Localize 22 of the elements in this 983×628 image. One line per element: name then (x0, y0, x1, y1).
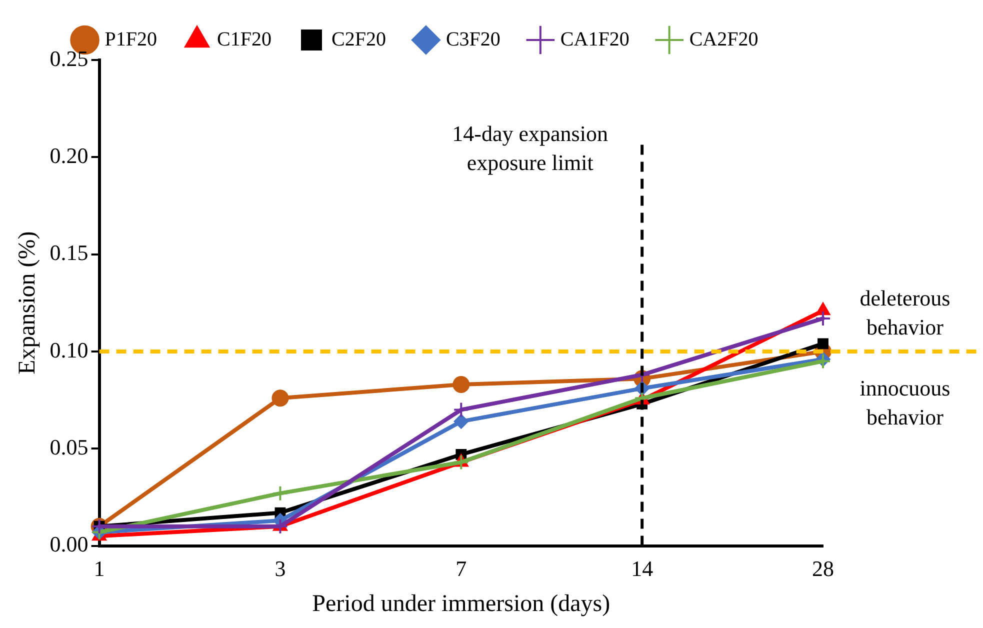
y-tick-label: 0.05 (50, 434, 88, 460)
x-tick-label: 3 (274, 556, 286, 581)
x-tick-label: 14 (631, 556, 654, 581)
x-tick-label: 7 (456, 556, 467, 581)
y-tick-label: 0.25 (50, 46, 88, 71)
x-tick-label: 28 (812, 556, 834, 581)
legend-label: C3F20 (446, 28, 500, 50)
y-tick-label: 0.20 (50, 142, 88, 168)
y-tick-label: 0.15 (50, 240, 88, 266)
x-tick-label: 1 (94, 556, 105, 581)
annotation: deleterous behavior (860, 285, 950, 340)
x-axis-title: Period under immersion (days) (312, 590, 610, 617)
annotation: innocuous behavior (860, 375, 950, 430)
y-axis-title: Expansion (%) (14, 231, 41, 375)
ref-line-label: 14-day expansion exposure limit (452, 120, 608, 175)
y-tick-label: 0.00 (50, 532, 88, 557)
legend-label: C2F20 (331, 28, 386, 50)
y-tick-label: 0.10 (50, 337, 88, 362)
legend-label: P1F20 (104, 28, 158, 50)
legend-label: CA1F20 (560, 28, 630, 50)
legend-label: C1F20 (217, 28, 272, 50)
legend-label: CA2F20 (689, 28, 758, 50)
